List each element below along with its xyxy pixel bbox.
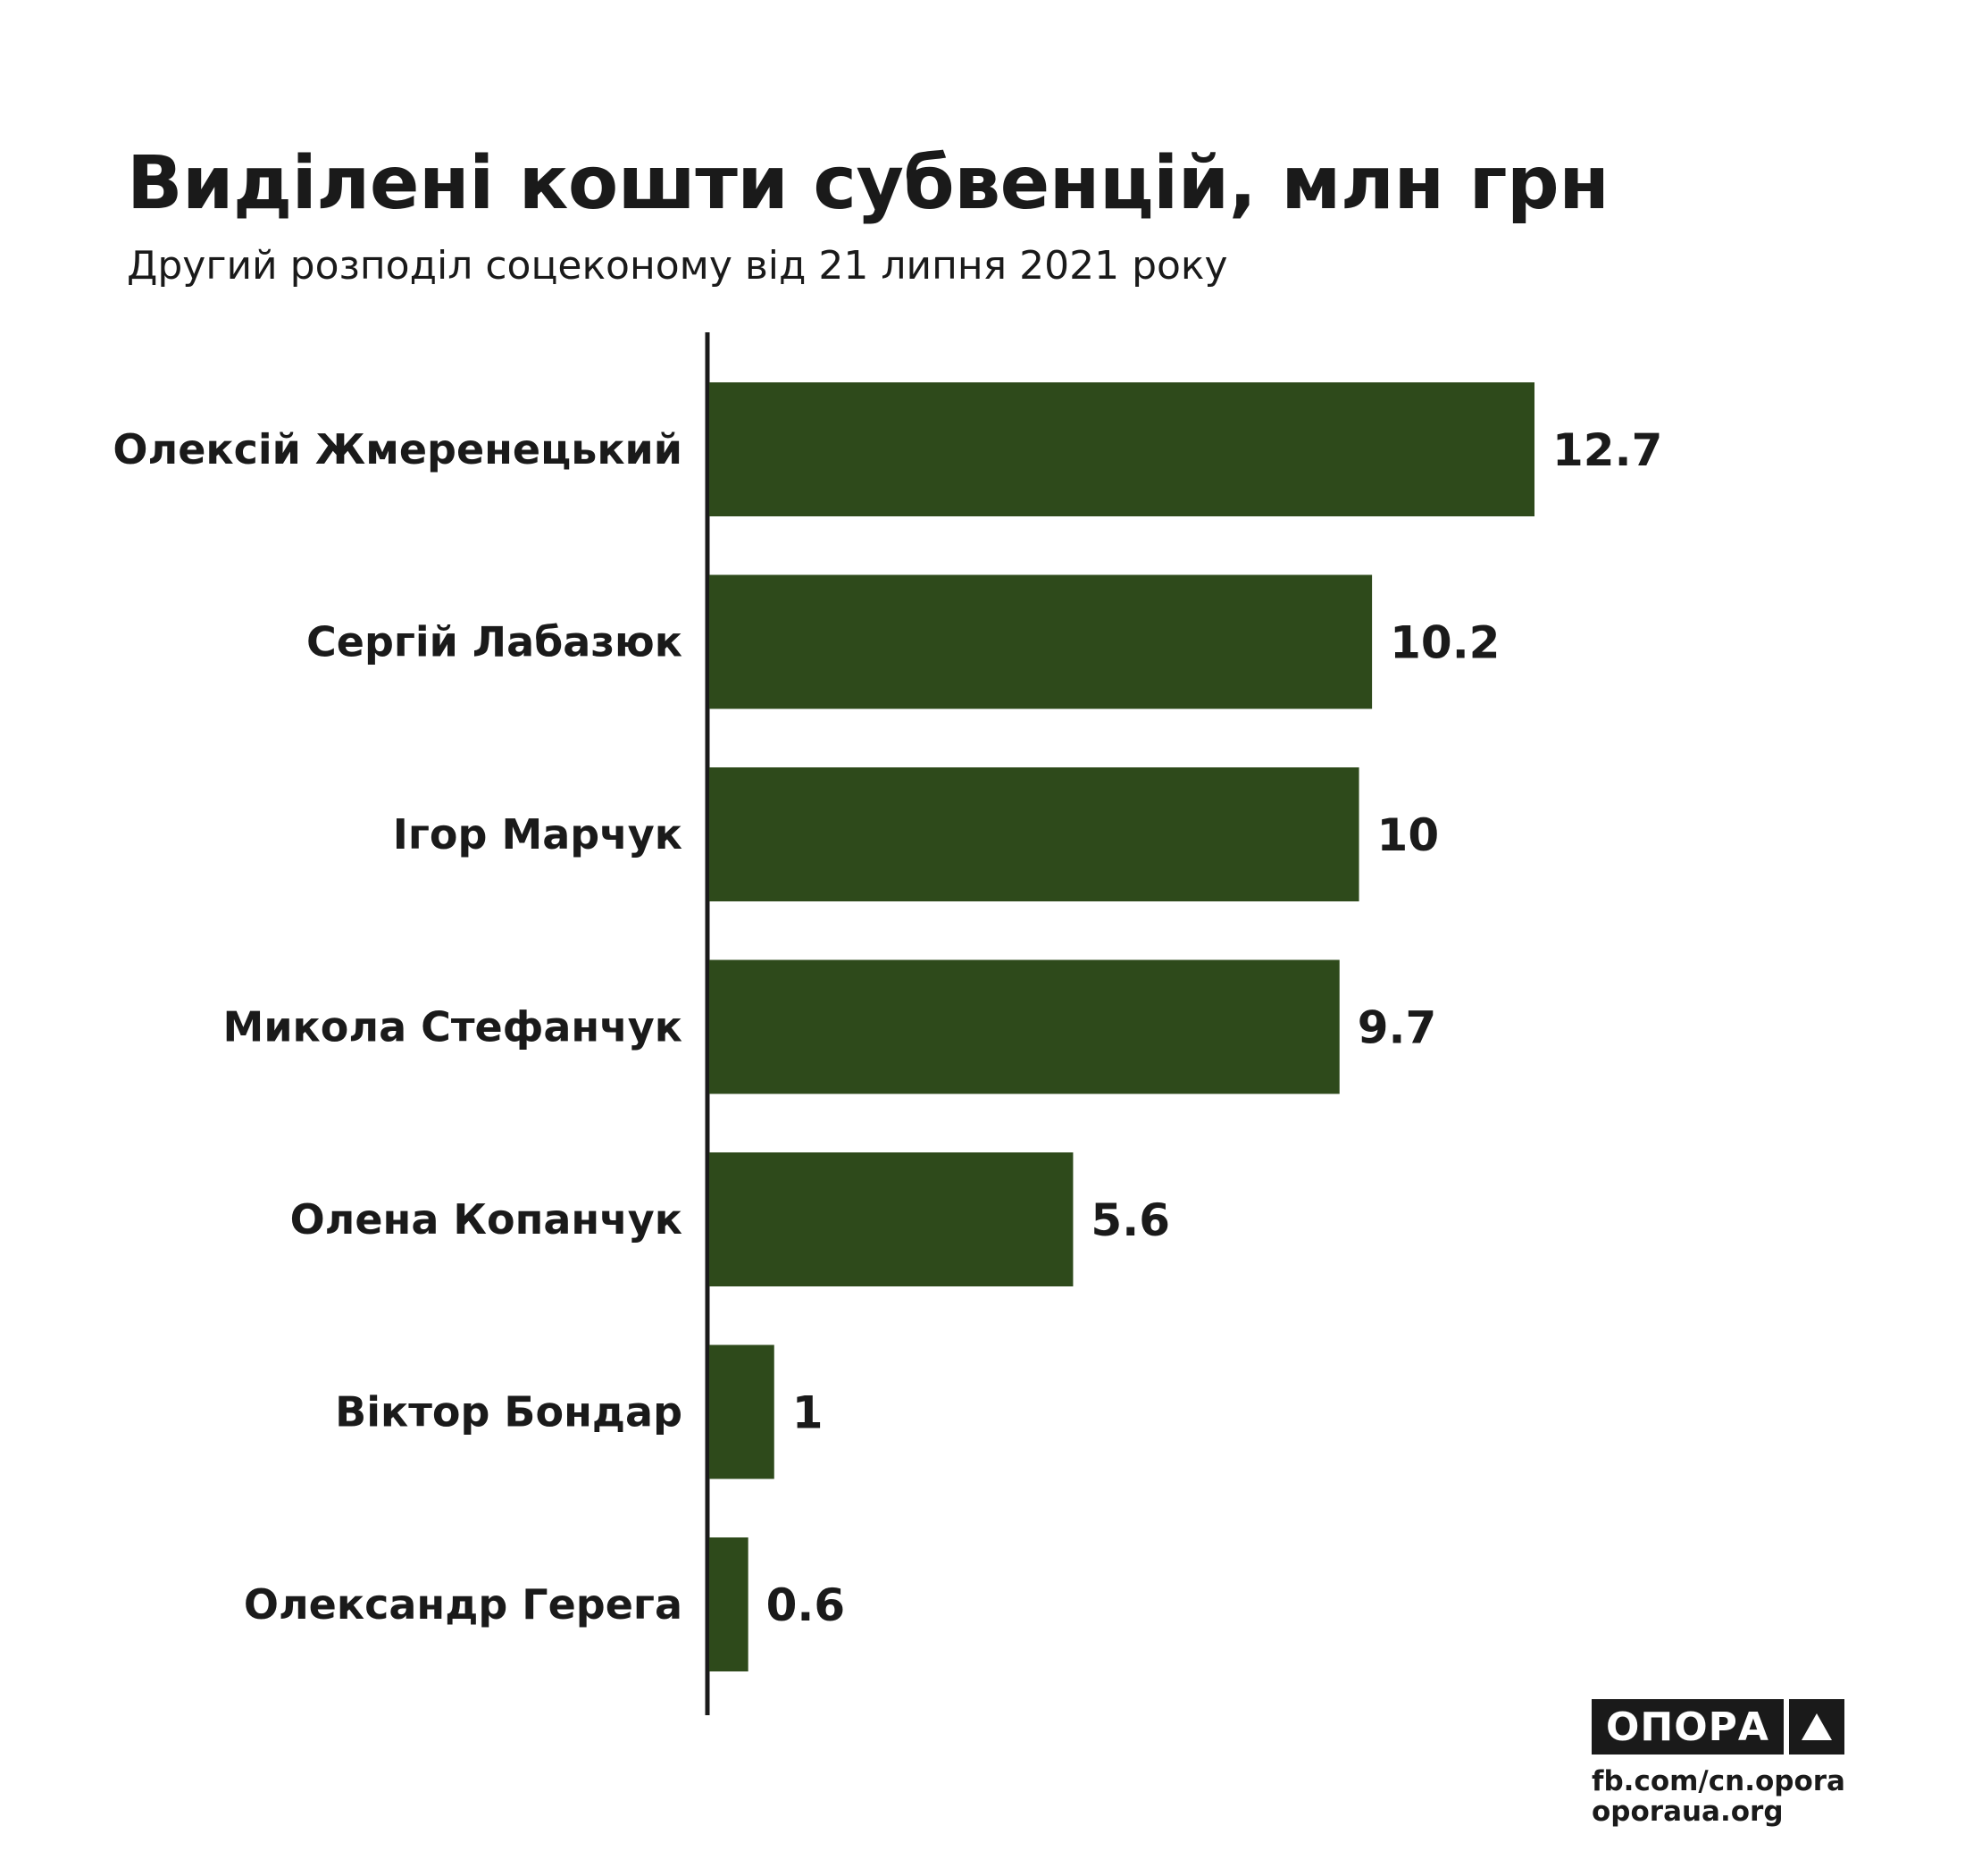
category-label: Микола Стефанчук (223, 1003, 682, 1051)
category-label: Олександр Герега (244, 1580, 682, 1629)
website-link[interactable]: oporaua.org (1592, 1796, 1784, 1828)
chart-subtitle: Другий розподіл соцеконому від 21 липня … (127, 243, 1228, 289)
bar-3 (709, 767, 1359, 901)
chart-title: Виділені кошти субвенцій, млн грн (127, 141, 1610, 226)
category-label: Віктор Бондар (335, 1388, 682, 1436)
logo-wordmark: ОПОРА (1592, 1699, 1784, 1755)
value-label: 0.6 (766, 1579, 846, 1631)
bar-7 (709, 1537, 748, 1671)
bar-1 (709, 382, 1534, 516)
value-label: 12.7 (1552, 424, 1662, 476)
category-label: Ігор Марчук (393, 810, 682, 858)
value-label: 1 (792, 1387, 824, 1439)
value-label: 10 (1377, 809, 1440, 861)
bar-4 (709, 959, 1340, 1094)
value-label: 9.7 (1358, 1002, 1437, 1054)
category-label: Олексій Жмеренецький (113, 425, 682, 473)
category-label: Сергій Лабазюк (306, 618, 682, 666)
opora-logo: ОПОРА (1592, 1699, 1844, 1755)
bar-5 (709, 1152, 1074, 1286)
value-label: 10.2 (1390, 617, 1500, 669)
bar-2 (709, 574, 1373, 709)
facebook-link[interactable]: fb.com/cn.opora (1592, 1765, 1845, 1797)
triangle-icon (1788, 1699, 1844, 1755)
bar-6 (709, 1344, 774, 1479)
category-label: Олена Копанчук (290, 1195, 682, 1244)
value-label: 5.6 (1091, 1194, 1170, 1246)
